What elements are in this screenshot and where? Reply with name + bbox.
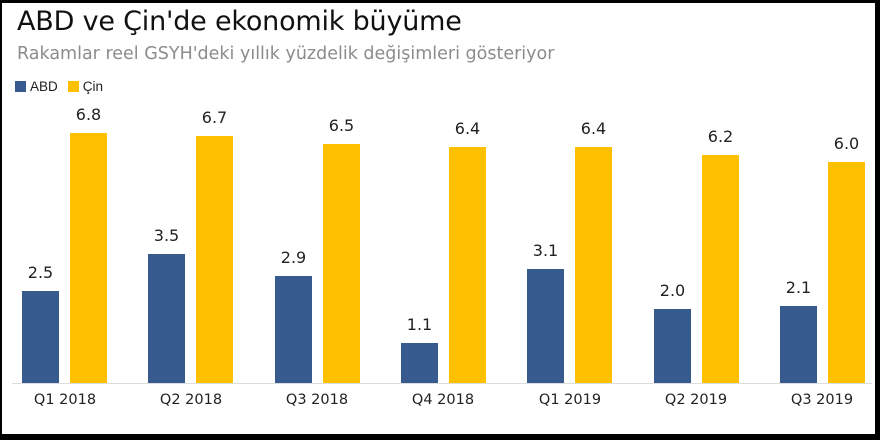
category-label: Q2 2018 <box>159 392 223 408</box>
value-label: 2.5 <box>27 263 54 282</box>
bar-cin <box>449 147 486 383</box>
value-label: 1.1 <box>406 315 433 334</box>
bar-cin <box>70 133 107 383</box>
legend: ABD Çin <box>15 79 113 94</box>
value-label: 2.0 <box>659 281 686 300</box>
legend-item-cin: Çin <box>67 79 104 94</box>
chart-subtitle: Rakamlar reel GSYH'deki yıllık yüzdelik … <box>17 44 555 64</box>
value-label: 3.1 <box>532 241 559 260</box>
category-label: Q3 2018 <box>285 392 349 408</box>
value-label: 3.5 <box>153 226 180 245</box>
legend-swatch-abd <box>15 81 26 92</box>
bar-cin <box>323 144 360 383</box>
value-label: 6.4 <box>454 119 481 138</box>
value-label: 6.4 <box>580 119 607 138</box>
value-label: 2.9 <box>280 248 307 267</box>
legend-swatch-cin <box>67 81 79 92</box>
legend-item-abd: ABD <box>15 79 58 94</box>
category-label: Q1 2018 <box>33 392 97 408</box>
chart-frame: ABD ve Çin'de ekonomik büyüme Rakamlar r… <box>2 3 875 434</box>
value-label: 6.5 <box>328 116 355 135</box>
bar-abd <box>401 343 438 383</box>
bar-abd <box>148 254 185 383</box>
value-label: 6.8 <box>75 105 102 124</box>
bar-abd <box>275 276 312 383</box>
x-axis-baseline <box>12 383 872 384</box>
category-label: Q3 2019 <box>790 392 854 408</box>
value-label: 6.7 <box>201 108 228 127</box>
bar-abd <box>654 309 691 383</box>
category-label: Q2 2019 <box>664 392 728 408</box>
chart-title: ABD ve Çin'de ekonomik büyüme <box>17 6 462 37</box>
bar-abd <box>780 306 817 383</box>
bar-cin <box>702 155 739 383</box>
category-label: Q1 2019 <box>538 392 602 408</box>
category-label: Q4 2018 <box>411 392 475 408</box>
bar-cin <box>828 162 865 383</box>
bar-abd <box>22 291 59 383</box>
value-label: 2.1 <box>785 278 812 297</box>
legend-label-cin: Çin <box>82 79 104 94</box>
bar-abd <box>527 269 564 383</box>
value-label: 6.2 <box>707 127 734 146</box>
bar-cin <box>575 147 612 383</box>
legend-label-abd: ABD <box>30 79 58 94</box>
bar-cin <box>196 136 233 383</box>
plot-area: 2.5 6.8 Q1 2018 3.5 6.7 Q2 2018 2.9 6.5 Q3 2018 1… <box>2 3 875 434</box>
value-label: 6.0 <box>833 134 860 153</box>
